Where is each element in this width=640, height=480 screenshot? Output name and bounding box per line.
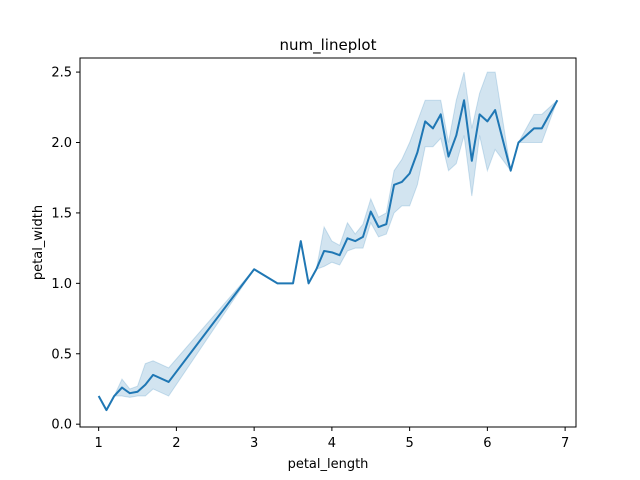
confidence-band-layer bbox=[98, 71, 558, 412]
series-line bbox=[97, 99, 559, 412]
x-tick-label: 7 bbox=[561, 436, 569, 451]
x-tick-label: 3 bbox=[250, 436, 258, 451]
y-axis-label: petal_width bbox=[31, 205, 46, 280]
y-tick-label: 0.0 bbox=[51, 418, 72, 433]
plot-frame bbox=[79, 57, 577, 428]
x-tick-label: 6 bbox=[483, 436, 491, 451]
y-tick-label: 1.5 bbox=[51, 206, 72, 221]
x-tick-label: 4 bbox=[328, 436, 336, 451]
chart-title: num_lineplot bbox=[280, 36, 377, 55]
y-tick-label: 2.0 bbox=[51, 136, 72, 151]
x-tick-label: 2 bbox=[172, 436, 180, 451]
x-axis-ticks: 1 2 3 4 5 6 7 bbox=[95, 427, 569, 451]
y-axis-ticks: 0.0 0.5 1.0 1.5 2.0 2.5 bbox=[51, 66, 80, 433]
x-tick-label: 5 bbox=[405, 436, 413, 451]
line-layer bbox=[97, 99, 559, 412]
y-tick-label: 2.5 bbox=[51, 66, 72, 81]
x-axis-label: petal_length bbox=[288, 457, 369, 472]
x-tick-label: 1 bbox=[95, 436, 103, 451]
y-tick-label: 1.0 bbox=[51, 277, 72, 292]
confidence-band bbox=[98, 71, 558, 412]
y-tick-label: 0.5 bbox=[51, 347, 72, 362]
